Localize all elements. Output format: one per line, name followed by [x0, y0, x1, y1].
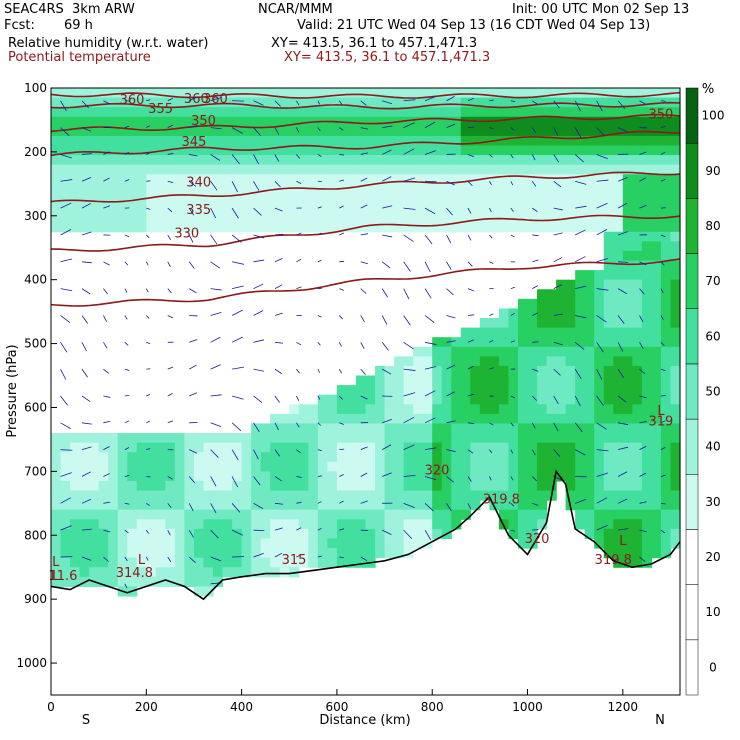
y-tick-label: 1000: [16, 656, 47, 670]
x-tick-label: 200: [135, 700, 158, 714]
y-tick-label: 600: [24, 400, 47, 414]
theta-label-350: 350: [649, 108, 674, 123]
colorbar-swatch: [685, 529, 699, 585]
theta-contour-350: [50, 113, 681, 133]
theta-label-335: 335: [186, 203, 211, 218]
colorbar-label: 20: [705, 550, 720, 564]
terrain-profile: [50, 469, 681, 601]
field1-xy: XY= 413.5, 36.1 to 457.1,471.3: [271, 36, 478, 51]
model-label: SEAC4RS 3km ARW: [4, 2, 135, 17]
x-tick-label: 400: [230, 700, 253, 714]
colorbar-swatch: [685, 308, 699, 365]
colorbar-swatch: [685, 639, 699, 696]
annotation-label: L: [52, 569, 60, 584]
colorbar-label: 70: [705, 274, 720, 288]
field1-label: Relative humidity (w.r.t. water): [8, 36, 209, 51]
colorbar-swatch: [685, 142, 699, 199]
colorbar-swatch: [685, 418, 699, 475]
x-tick-label: 0: [47, 700, 55, 714]
x-tick-label: 1200: [608, 700, 639, 714]
y-axis: 100 200 300 400 500 600 700 800 900 1000: [16, 81, 57, 670]
colorbar-label: 10: [705, 605, 720, 619]
y-axis-label: Pressure (hPa): [5, 344, 20, 437]
y-tick-label: 900: [24, 592, 47, 606]
x-tick-label: 600: [325, 700, 348, 714]
theta-label-340: 340: [186, 175, 211, 190]
annotation-label: 319.8: [483, 492, 520, 507]
annotation-label: 320: [425, 464, 450, 479]
plot-frame: [50, 87, 681, 696]
x-axis: 0 200 400 600 800 1000 1200: [47, 689, 638, 714]
y-tick-label: 400: [24, 273, 47, 287]
y-tick-label: 100: [24, 81, 47, 95]
center-label: NCAR/MMM: [258, 2, 333, 17]
north-label: N: [655, 713, 665, 728]
theta-label-360: 360: [184, 92, 209, 107]
annotation-label: L: [52, 555, 60, 570]
x-tick-label: 1000: [512, 700, 543, 714]
terrain-line: [50, 469, 681, 601]
colorbar-label: 40: [705, 440, 720, 454]
y-tick-label: 300: [24, 209, 47, 223]
theta-label-350: 350: [191, 114, 216, 129]
theta-contour-335: [51, 214, 681, 252]
colorbar-label: 60: [705, 329, 720, 343]
theta-label-330: 330: [174, 226, 199, 241]
field2-label: Potential temperature: [8, 50, 151, 65]
x-tick-label: 800: [421, 700, 444, 714]
colorbar-label: 80: [705, 219, 720, 233]
theta-contour-330: [50, 258, 681, 307]
colorbar-swatch: [685, 474, 699, 530]
colorbar-unit: %: [702, 82, 714, 97]
colorbar: 0 10 20 30 40 50 60 70 80 90 100: [685, 87, 725, 696]
wind-vectors: [60, 96, 666, 589]
theta-contour-360: [50, 91, 681, 99]
theta-contour-340: [50, 171, 681, 203]
colorbar-label: 30: [705, 495, 720, 509]
annotation-label: 319: [649, 414, 674, 429]
annotation-label: 314.8: [116, 566, 153, 581]
colorbar-label: 50: [705, 385, 720, 399]
annotation-label: L: [619, 534, 627, 549]
colorbar-swatch: [685, 198, 699, 254]
valid-label: Valid: 21 UTC Wed 04 Sep 13 (16 CDT Wed …: [297, 18, 651, 33]
colorbar-label: 0: [709, 660, 717, 674]
annotation-label: 315: [282, 553, 307, 568]
y-tick-label: 700: [24, 464, 47, 478]
theta-contour-355: [50, 101, 681, 110]
annotation-label: L: [138, 553, 146, 568]
fcst-label: Fcst:: [4, 18, 35, 33]
init-label: Init: 00 UTC Mon 02 Sep 13: [512, 2, 690, 17]
colorbar-label: 90: [705, 164, 720, 178]
y-tick-label: 200: [24, 145, 47, 159]
humidity-field: [51, 88, 681, 597]
annotation-label: 11.6: [48, 569, 77, 584]
field2-xy: XY= 413.5, 36.1 to 457.1,471.3: [284, 50, 491, 65]
south-label: S: [82, 713, 90, 728]
annotation-label: 320: [525, 532, 550, 547]
y-tick-label: 800: [24, 528, 47, 542]
theta-label-355: 355: [148, 102, 173, 117]
theta-label-345: 345: [182, 135, 207, 150]
annotation-label: 319.8: [595, 553, 632, 568]
x-axis-label: Distance (km): [319, 713, 410, 728]
fcst-value: 69 h: [64, 18, 93, 33]
theta-contour-345: [50, 130, 681, 157]
colorbar-swatch: [685, 253, 699, 309]
y-tick-label: 500: [24, 337, 47, 351]
colorbar-label: 100: [702, 109, 725, 123]
colorbar-swatch: [685, 363, 699, 420]
colorbar-swatch: [685, 584, 699, 641]
annotation-label: L: [657, 404, 665, 419]
colorbar-swatch: [685, 87, 699, 144]
